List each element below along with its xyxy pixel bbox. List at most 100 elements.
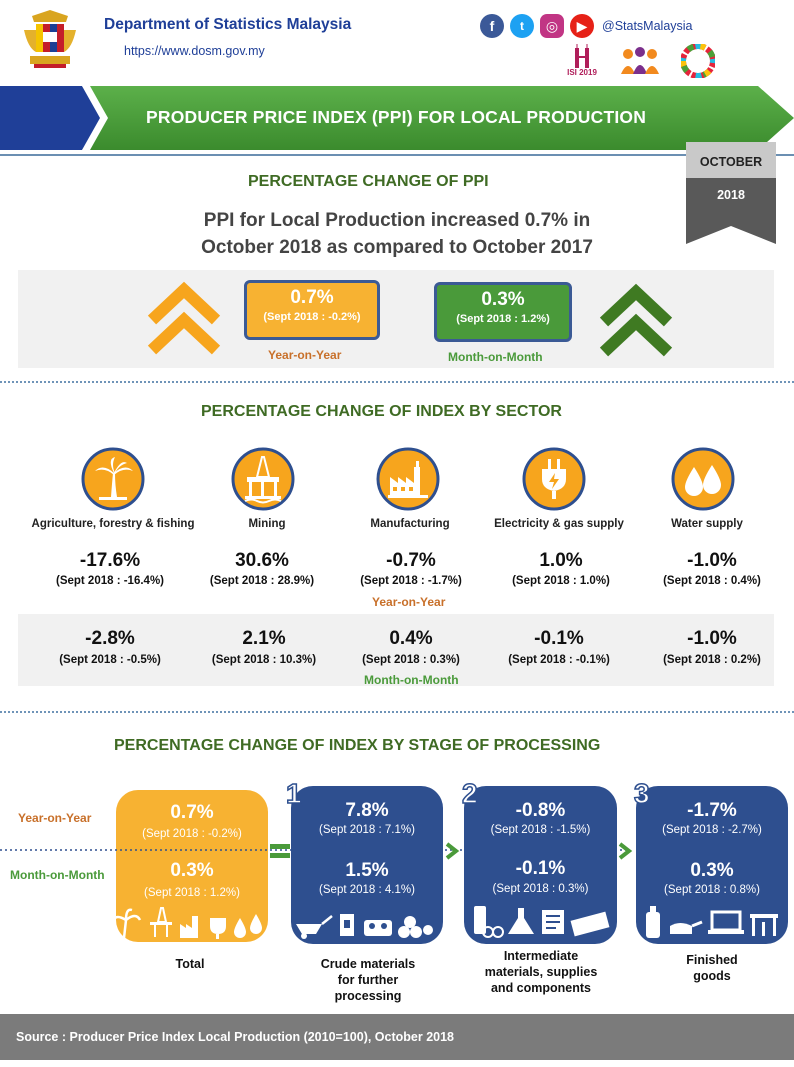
sdg-wheel-logo [676,42,720,78]
date-year: 2018 [717,188,745,202]
social-media-bar: f t ◎ ▶ @StatsMalaysia [480,14,693,38]
sector-mom-panel [18,614,774,686]
stage-1-mom: 1.5% [345,860,389,881]
sector-yoy-sub: (Sept 2018 : 0.4%) [663,575,761,587]
stage-total-mom: 0.3% [170,860,214,881]
palm-tree-icon [81,447,145,511]
social-handle[interactable]: @StatsMalaysia [602,19,693,33]
stage-3-mom-sub: (Sept 2018 : 0.8%) [664,884,760,896]
sector-yoy-value: -17.6% [79,550,141,571]
sector-yoy-sub: (Sept 2018 : 1.0%) [512,575,610,587]
banner-divider [0,154,794,156]
sector-mom-sub: (Sept 2018 : 0.2%) [663,654,761,666]
sector-yoy-value: 1.0% [539,550,583,571]
stage-2-label: Intermediate materials, supplies and com… [484,949,598,995]
stage-1-label: Crude materials for further processing [320,957,416,1003]
section-divider [0,711,794,713]
stage-total-yoy: 0.7% [170,802,214,823]
ppi-yoy-sub: (Sept 2018 : -0.2%) [263,311,361,323]
stage-2-mom: -0.1% [515,858,566,879]
stage-mom-label: Month-on-Month [10,868,105,882]
factory-icon [376,447,440,511]
instagram-icon[interactable]: ◎ [540,14,564,38]
stage-3-number: 3 [633,777,650,810]
isi-logo: ISI 2019 [560,42,604,78]
section-divider [0,381,794,383]
sector-mom-sub: (Sept 2018 : -0.5%) [59,654,161,666]
stage-2-yoy-sub: (Sept 2018 : -1.5%) [490,824,591,836]
double-chevron-up-green-icon [599,283,673,357]
oil-rig-icon [231,447,295,511]
sector-yoy-label: Year-on-Year [372,595,446,609]
ppi-yoy-label: Year-on-Year [268,348,342,362]
youtube-icon[interactable]: ▶ [570,14,594,38]
stage-1-number: 1 [285,777,302,810]
sector-label-manufacturing: Manufacturing [370,518,450,530]
sector-mom-sub: (Sept 2018 : 10.3%) [211,654,317,666]
sector-mom-sub: (Sept 2018 : -0.1%) [508,654,610,666]
stage-2-mom-sub: (Sept 2018 : 0.3%) [492,883,589,895]
sector-mom-value: 0.4% [389,628,433,649]
sector-yoy-sub: (Sept 2018 : -16.4%) [55,575,164,587]
ppi-mom-value: 0.3% [481,289,525,310]
crude-materials-icons [296,914,433,939]
stage-1-card: 7.8% (Sept 2018 : 7.1%) 1.5% (Sept 2018 … [291,786,443,944]
ppi-mom-card: 0.3% (Sept 2018 : 1.2%) [434,282,572,342]
sector-mom-value: -1.0% [687,628,737,649]
arrow-right-icon [445,842,460,860]
title-banner [86,86,794,150]
sector-yoy-sub: (Sept 2018 : 28.9%) [209,575,315,587]
ppi-yoy-card: 0.7% (Sept 2018 : -0.2%) [244,280,380,340]
sector-icons-strip [114,907,262,939]
ppi-heading: PERCENTAGE CHANGE OF PPI [248,173,489,190]
malaysia-coat-of-arms-icon [24,10,76,68]
sector-heading: PERCENTAGE CHANGE OF INDEX BY SECTOR [201,403,562,420]
equals-icon [270,844,290,858]
stage-3-mom: 0.3% [690,860,734,881]
double-chevron-up-orange-icon [147,281,221,355]
stage-1-mom-sub: (Sept 2018 : 4.1%) [319,884,415,896]
stage-3-yoy: -1.7% [687,800,737,821]
stage-2-number: 2 [461,777,478,810]
footer-bar [0,1014,794,1060]
stage-3-yoy-sub: (Sept 2018 : -2.7%) [662,824,762,836]
sector-mom-sub: (Sept 2018 : 0.3%) [362,654,460,666]
stage-2-yoy: -0.8% [515,800,566,821]
twin-towers-icon [575,43,589,68]
stage-1-yoy-sub: (Sept 2018 : 7.1%) [319,824,415,836]
stage-3-label: Finished goods [686,953,738,983]
stage-total-label: Total [175,957,205,971]
power-plug-icon [522,447,586,511]
finished-goods-icons [646,906,778,938]
sector-yoy-sub: (Sept 2018 : -1.7%) [360,575,462,587]
ppi-mom-sub: (Sept 2018 : 1.2%) [456,313,550,325]
page-title: PRODUCER PRICE INDEX (PPI) FOR LOCAL PRO… [146,107,647,127]
partner-logos: ISI 2019 [560,42,720,78]
stage-yoy-label: Year-on-Year [18,811,92,825]
sector-mom-value: 2.1% [242,628,286,649]
sector-label-electricity: Electricity & gas supply [494,518,624,530]
sector-mom-value: -0.1% [534,628,584,649]
facebook-icon[interactable]: f [480,14,504,38]
sector-label-mining: Mining [248,518,286,530]
sector-label-water: Water supply [671,518,743,530]
ppi-yoy-value: 0.7% [290,287,334,308]
sector-label-agriculture: Agriculture, forestry & fishing [31,518,195,530]
sector-yoy-value: 30.6% [235,550,289,571]
twitter-icon[interactable]: t [510,14,534,38]
stage-total-yoy-sub: (Sept 2018 : -0.2%) [142,828,242,840]
stage-total-mom-sub: (Sept 2018 : 1.2%) [144,887,240,899]
stage-2-card: -0.8% (Sept 2018 : -1.5%) -0.1% (Sept 20… [464,786,617,944]
ppi-panel [18,270,774,368]
arrow-right-icon [618,842,633,860]
census-logo [618,42,662,78]
sector-mom-label: Month-on-Month [364,673,459,687]
stage-heading: PERCENTAGE CHANGE OF INDEX BY STAGE OF P… [114,737,601,754]
title-banner-arrow [0,86,108,150]
water-drops-icon [671,447,735,511]
sector-yoy-value: -1.0% [687,550,737,571]
organization-url-link[interactable]: https://www.dosm.gov.my [124,44,265,58]
date-badge [686,142,776,244]
sector-mom-value: -2.8% [85,628,135,649]
stage-1-yoy: 7.8% [345,800,389,821]
